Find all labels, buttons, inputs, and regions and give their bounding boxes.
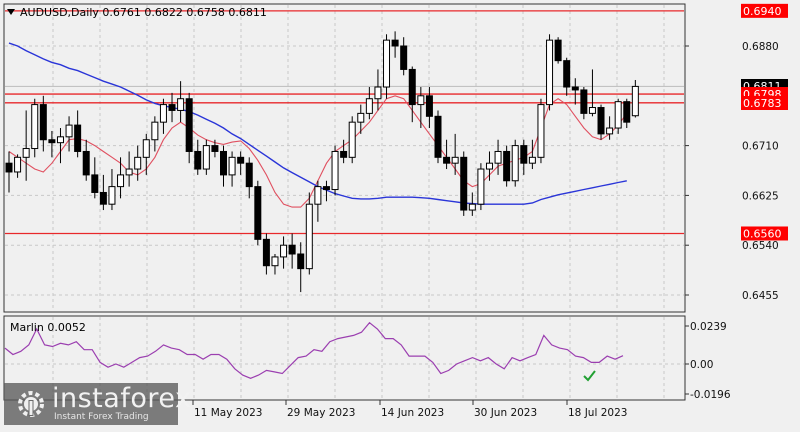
time-tick-label: 29 May 2023 [287,407,355,419]
watermark-tagline: Instant Forex Trading [54,412,149,422]
instaforex-watermark: instaforex Instant Forex Trading [4,383,191,425]
price-tick-label: 0.6455 [742,290,779,302]
time-axis: 11 May 2023 29 May 2023 14 Jun 2023 30 Jun … [192,400,627,419]
watermark-logo-text: instaforex [52,383,192,414]
time-tick-label: 18 Jul 2023 [568,407,627,419]
checkmark-icon [583,370,596,382]
price-tick-label: 0.6540 [742,240,779,252]
oscillator-axis: 0.0239 0.00 -0.0196 [685,321,731,401]
price-pane[interactable] [3,3,686,313]
oscillator-tick-label: 0.0239 [690,321,727,333]
oscillator-tick-label: 0.00 [690,359,713,371]
price-tag: 0.6940 [743,5,782,18]
chart-title: AUDUSD,Daily 0.6761 0.6822 0.6758 0.6811 [20,6,267,19]
price-tick-label: 0.6710 [742,141,779,153]
horizontal-levels [5,10,684,235]
price-tag: 0.6783 [743,97,782,110]
time-tick-label: 14 Jun 2023 [381,407,444,419]
price-tag: 0.6560 [743,227,782,240]
grid-lines [5,5,684,399]
oscillator-label: Marlin 0.0052 [10,321,86,334]
time-tick-label: 30 Jun 2023 [474,407,537,419]
collapse-triangle-icon[interactable] [7,9,15,15]
price-tick-label: 0.6880 [742,41,779,53]
oscillator-tick-label: -0.0196 [690,389,731,401]
price-tick-label: 0.6625 [742,190,779,202]
time-tick-label: 11 May 2023 [194,407,262,419]
instaforex-gear-icon [18,391,44,417]
marlin-oscillator-line [4,321,624,379]
candlesticks [5,31,639,293]
price-axis: 0.68800.67100.66250.65400.64550.69400.68… [685,3,788,302]
